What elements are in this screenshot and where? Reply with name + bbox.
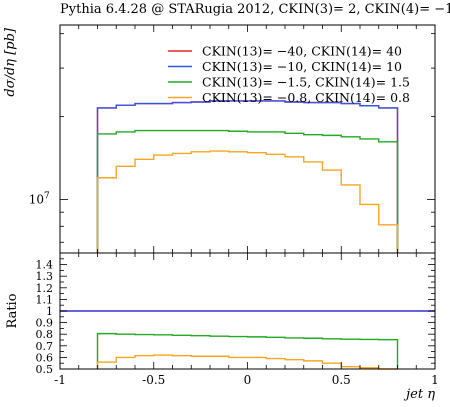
main-series-line-2 xyxy=(96,129,399,253)
x-axis-label: jet η xyxy=(403,387,435,402)
main-y-tick-exponent: 7 xyxy=(44,192,50,202)
ratio-panel: 0.50.60.70.80.911.11.21.31.4 xyxy=(36,252,436,376)
ratio-y-tick-label: 0.5 xyxy=(36,363,54,376)
main-y-ticks: 10 7 xyxy=(29,33,435,243)
main-series-group xyxy=(96,100,399,253)
x-tick-label: -1 xyxy=(54,373,66,387)
ratio-axis-label: Ratio xyxy=(5,293,20,328)
x-ticks: -1 -0.5 0 0.5 1 xyxy=(54,25,439,387)
x-tick-label: 1 xyxy=(431,373,439,387)
x-tick-label: 0 xyxy=(244,373,252,387)
ratio-y-tick-label: 0.9 xyxy=(36,317,54,330)
main-series-line-1 xyxy=(96,100,399,253)
chart-title: Pythia 6.4.28 @ STARugia 2012, CKIN(3)= … xyxy=(60,2,450,17)
ratio-y-tick-label: 0.8 xyxy=(36,328,54,341)
ratio-y-tick-label: 1.2 xyxy=(36,282,54,295)
x-tick-label: 0.5 xyxy=(332,373,351,387)
main-panel: 10 7 xyxy=(29,24,436,254)
ratio-series-group xyxy=(60,310,435,370)
ratio-y-tick-label: 1 xyxy=(46,305,53,318)
legend-label-1: CKIN(13)= −10, CKIN(14)= 10 xyxy=(202,59,402,74)
legend-label-2: CKIN(13)= −1.5, CKIN(14)= 1.5 xyxy=(202,75,410,90)
x-tick-label: -0.5 xyxy=(142,373,165,387)
ratio-y-tick-label: 1.3 xyxy=(36,270,54,283)
ratio-y-tick-label: 1.4 xyxy=(36,259,54,272)
legend-label-0: CKIN(13)= −40, CKIN(14)= 40 xyxy=(202,44,402,59)
main-series-line-3 xyxy=(96,150,399,253)
ratio-series-line-2 xyxy=(96,332,399,369)
main-y-tick-label: 10 xyxy=(29,193,44,207)
main-series-line-0 xyxy=(96,100,399,253)
ratio-y-ticks: 0.50.60.70.80.911.11.21.31.4 xyxy=(36,252,435,376)
ratio-y-tick-label: 1.1 xyxy=(36,293,54,306)
ratio-y-tick-label: 0.7 xyxy=(36,340,54,353)
ratio-y-tick-label: 0.6 xyxy=(36,351,54,364)
legend-label-3: CKIN(13)= −0.8, CKIN(14)= 0.8 xyxy=(202,90,410,105)
y-axis-label: dσ/dη [pb] xyxy=(3,27,18,97)
